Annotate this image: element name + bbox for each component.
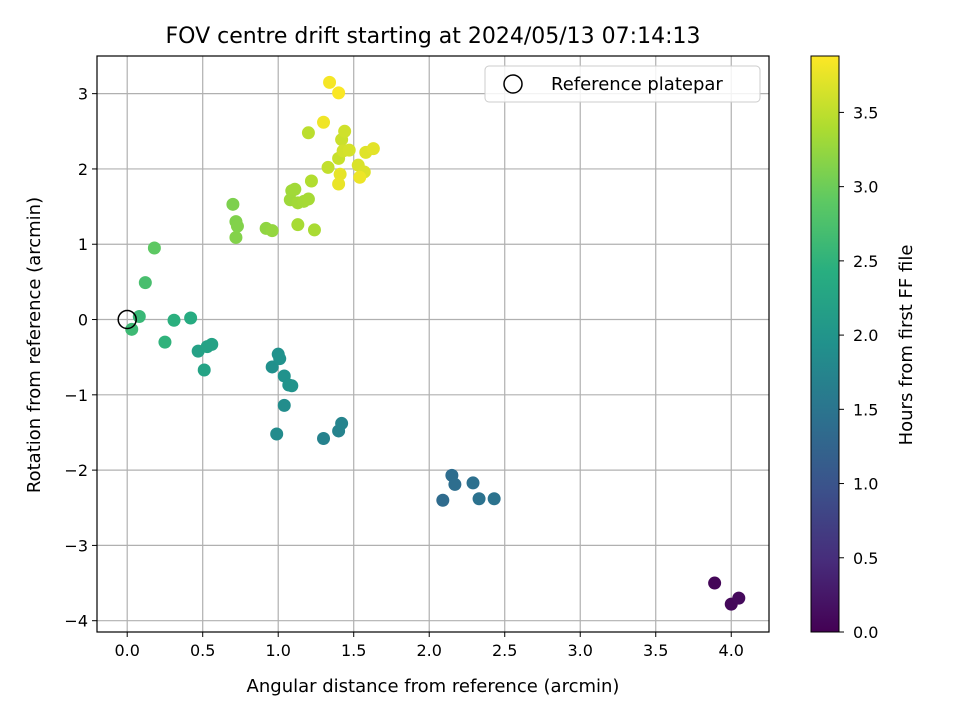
colorbar-tick-label: 2.5 xyxy=(853,252,878,271)
data-point xyxy=(436,493,450,507)
y-tick-label: −4 xyxy=(64,612,88,631)
x-tick-label: 3.5 xyxy=(643,641,668,660)
x-tick-label: 1.0 xyxy=(265,641,290,660)
data-point xyxy=(167,313,181,327)
colorbar-tick-label: 0.0 xyxy=(853,623,878,642)
y-tick-label: 3 xyxy=(78,85,88,104)
colorbar-tick-label: 3.5 xyxy=(853,103,878,122)
data-point xyxy=(147,241,161,255)
data-point xyxy=(307,223,321,237)
colorbar-ticks: 0.0 0.5 1.0 1.5 2.0 2.5 3.0 3.5 xyxy=(839,103,878,642)
data-point xyxy=(132,310,146,324)
data-point xyxy=(291,218,305,232)
data-point xyxy=(353,170,367,184)
data-point xyxy=(321,160,335,174)
colorbar-tick-label: 2.0 xyxy=(853,326,878,345)
legend-entry: Reference platepar xyxy=(551,74,723,95)
data-point xyxy=(230,219,244,233)
data-point xyxy=(265,224,279,238)
data-point xyxy=(125,322,139,336)
data-point xyxy=(265,360,279,374)
data-points xyxy=(125,75,746,611)
grid xyxy=(97,56,769,632)
data-point xyxy=(338,124,352,138)
x-tick-label: 3.0 xyxy=(568,641,593,660)
data-point xyxy=(277,398,291,412)
data-point xyxy=(273,352,287,366)
x-tick-label: 0.5 xyxy=(190,641,215,660)
data-point xyxy=(732,591,746,605)
data-point xyxy=(270,427,284,441)
data-point xyxy=(366,142,380,156)
data-point xyxy=(342,143,356,157)
data-point xyxy=(487,492,501,506)
colorbar-tick-label: 1.5 xyxy=(853,400,878,419)
x-axis: 0.0 0.5 1.0 1.5 2.0 2.5 3.0 3.5 4.0 xyxy=(114,632,744,660)
x-tick-label: 1.5 xyxy=(341,641,366,660)
y-axis: 3 2 1 0 −1 −2 −3 −4 xyxy=(64,85,97,631)
data-point xyxy=(335,416,349,430)
data-point xyxy=(466,476,480,490)
data-point xyxy=(332,86,346,100)
x-axis-label: Angular distance from reference (arcmin) xyxy=(247,676,620,697)
y-tick-label: −3 xyxy=(64,536,88,555)
data-point xyxy=(323,75,337,89)
y-axis-label: Rotation from reference (arcmin) xyxy=(24,197,45,493)
plot-frame xyxy=(96,55,770,633)
x-tick-label: 2.5 xyxy=(492,641,517,660)
colorbar-tick-label: 1.0 xyxy=(853,475,878,494)
x-tick-label: 4.0 xyxy=(719,641,744,660)
y-tick-label: 1 xyxy=(78,235,88,254)
data-point xyxy=(229,230,243,244)
data-point xyxy=(158,335,172,349)
chart-title: FOV centre drift starting at 2024/05/13 … xyxy=(166,24,701,49)
data-point xyxy=(472,492,486,506)
data-point xyxy=(288,182,302,196)
reference-platepar-marker xyxy=(117,309,137,330)
x-tick-label: 0.0 xyxy=(114,641,139,660)
data-point xyxy=(301,126,315,140)
colorbar-label: Hours from first FF file xyxy=(896,245,917,446)
data-point xyxy=(448,477,462,491)
data-point xyxy=(317,115,331,129)
y-tick-label: 0 xyxy=(78,311,88,330)
legend: Reference platepar xyxy=(484,65,761,103)
y-tick-label: −1 xyxy=(64,386,88,405)
colorbar-tick-label: 0.5 xyxy=(853,549,878,568)
colorbar: 0.0 0.5 1.0 1.5 2.0 2.5 3.0 3.5 Hours from firs… xyxy=(810,55,917,642)
data-point xyxy=(285,379,299,393)
y-tick-label: 2 xyxy=(78,160,88,179)
data-point xyxy=(317,431,331,445)
data-point xyxy=(197,363,211,377)
reference-marker xyxy=(117,309,137,330)
data-point xyxy=(708,576,722,590)
data-point xyxy=(301,192,315,206)
y-tick-label: −2 xyxy=(64,461,88,480)
data-point xyxy=(205,337,219,351)
x-tick-label: 2.0 xyxy=(416,641,441,660)
colorbar-tick-label: 3.0 xyxy=(853,178,878,197)
data-point xyxy=(333,167,347,181)
data-point xyxy=(138,276,152,290)
data-point xyxy=(304,174,318,188)
legend-marker xyxy=(503,74,523,94)
legend-box xyxy=(484,65,761,103)
data-point xyxy=(332,177,346,191)
data-point xyxy=(184,311,198,325)
data-point xyxy=(226,197,240,211)
colorbar-gradient xyxy=(810,55,840,633)
